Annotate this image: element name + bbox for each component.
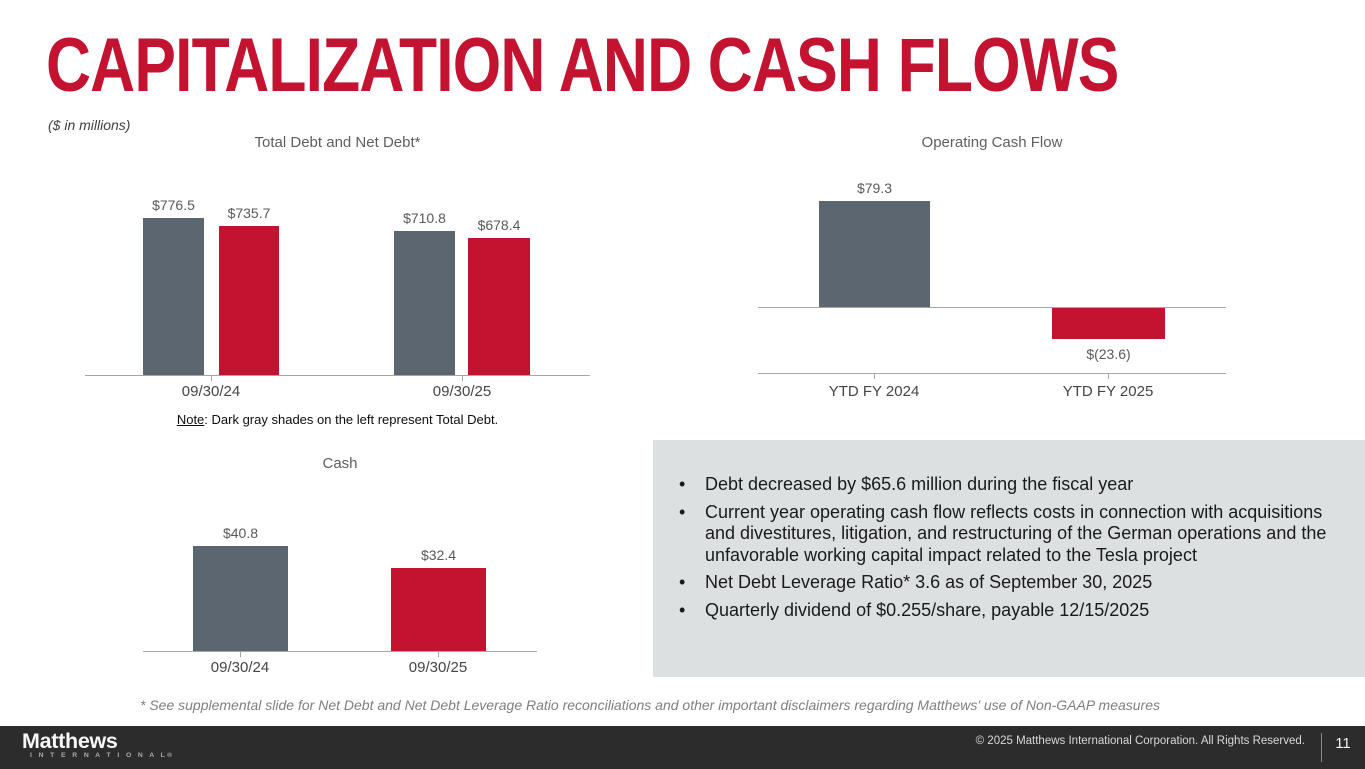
category-label: 09/30/25: [432, 383, 492, 400]
category-label: YTD FY 2025: [1062, 383, 1154, 400]
bar-09-30-25: [391, 567, 486, 651]
bullet-item: Quarterly dividend of $0.255/share, paya…: [667, 600, 1351, 622]
page-number: 11: [1335, 735, 1351, 752]
bar-value-label: $79.3: [856, 180, 893, 197]
chart-note: Note: Dark gray shades on the left repre…: [85, 412, 590, 427]
bar-value-label: $32.4: [420, 546, 457, 563]
highlights-box: Debt decreased by $65.6 million during t…: [653, 440, 1365, 677]
bar-09-30-25: [394, 231, 455, 375]
bar-value-label: $(23.6): [1086, 346, 1131, 363]
bar-ytd-fy-2025: [1052, 308, 1165, 340]
chart-title-cash: Cash: [322, 455, 358, 472]
bar-value-label: $710.8: [403, 210, 446, 227]
footnote: * See supplemental slide for Net Debt an…: [140, 697, 1161, 713]
axis-line: [758, 307, 1226, 308]
bar-ytd-fy-2024: [819, 201, 930, 307]
highlights-list: Debt decreased by $65.6 million during t…: [667, 474, 1351, 621]
category-label: YTD FY 2024: [828, 383, 920, 400]
matthews-logo: Matthews: [22, 729, 118, 753]
chart-title-total-debt: Total Debt and Net Debt*: [254, 134, 421, 151]
axis-tick: [462, 376, 463, 381]
bar-value-label: $735.7: [227, 205, 271, 222]
axis-line: [758, 373, 1226, 374]
axis-tick: [874, 374, 875, 379]
bar-value-label: $40.8: [222, 524, 259, 541]
axis-tick: [438, 652, 439, 657]
bar-09-30-25: [468, 237, 530, 375]
page-title: CAPITALIZATION AND CASH FLOWS: [46, 23, 1119, 108]
bullet-item: Debt decreased by $65.6 million during t…: [667, 474, 1351, 496]
chart-note-text: : Dark gray shades on the left represent…: [204, 412, 499, 427]
bar-value-label: $776.5: [152, 196, 195, 213]
axis-tick: [240, 652, 241, 657]
bar-09-30-24: [219, 226, 279, 375]
chart-title-operating-cash-flow: Operating Cash Flow: [921, 134, 1063, 151]
chart-note-label: Note: [176, 412, 205, 427]
bullet-item: Current year operating cash flow reflect…: [667, 502, 1351, 567]
units-note: ($ in millions): [48, 117, 131, 133]
category-label: 09/30/24: [210, 659, 270, 676]
copyright-text: © 2025 Matthews International Corporatio…: [975, 735, 1305, 747]
bar-09-30-24: [193, 545, 288, 651]
category-label: 09/30/25: [408, 659, 468, 676]
bar-value-label: $678.4: [477, 216, 521, 233]
axis-line: [85, 375, 590, 376]
axis-tick: [211, 376, 212, 381]
axis-line: [143, 651, 537, 652]
matthews-logo-subtext: I N T E R N A T I O N A L®: [30, 752, 175, 759]
category-label: 09/30/24: [181, 383, 241, 400]
axis-tick: [1108, 374, 1109, 379]
bar-09-30-24: [143, 217, 204, 375]
bullet-item: Net Debt Leverage Ratio* 3.6 as of Septe…: [667, 572, 1351, 594]
footer-divider: [1321, 733, 1322, 762]
footer-bar: Matthews I N T E R N A T I O N A L® © 20…: [0, 726, 1365, 769]
